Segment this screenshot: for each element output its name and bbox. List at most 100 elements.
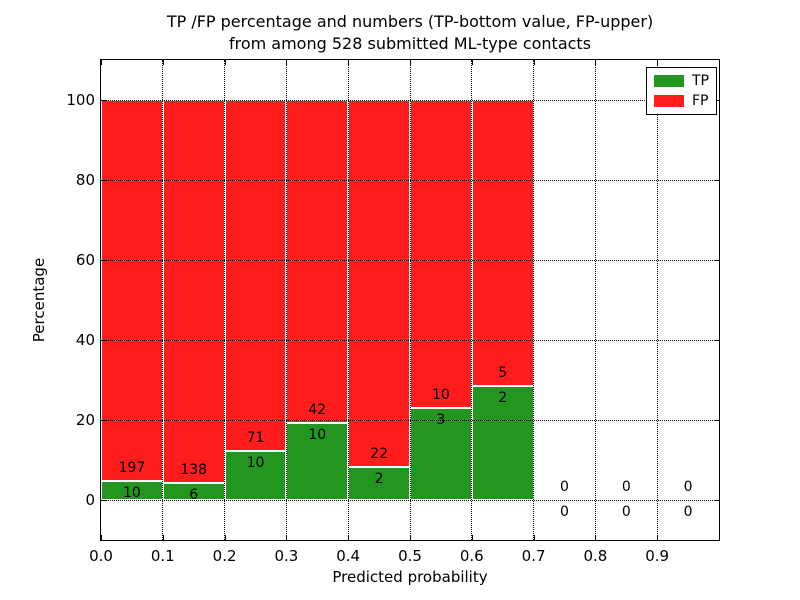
tp-count-label: 0 — [683, 504, 693, 520]
x-tick-mark — [162, 535, 164, 540]
x-tick-label: 0.7 — [521, 547, 546, 565]
tp-count-label: 0 — [560, 504, 569, 520]
fp-bar-segment — [286, 100, 348, 424]
x-tick-label: 0.2 — [212, 547, 237, 565]
tp-count-label: 3 — [436, 411, 446, 428]
vertical-gridline — [285, 60, 287, 540]
x-tick-mark-top — [657, 60, 659, 65]
y-tick-mark-right — [714, 500, 719, 501]
fp-count-label: 0 — [560, 479, 569, 495]
vertical-gridline — [471, 60, 473, 540]
vertical-gridline — [224, 60, 226, 540]
fp-count-label: 22 — [370, 445, 388, 462]
y-tick-label: 80 — [75, 171, 95, 189]
tp-count-label: 2 — [498, 389, 508, 406]
x-tick-label: 0.8 — [583, 547, 608, 565]
x-tick-mark — [410, 535, 411, 540]
x-tick-mark-top — [410, 60, 411, 65]
fp-bar-segment — [101, 100, 163, 481]
y-tick-mark — [101, 340, 106, 341]
horizontal-gridline — [101, 339, 719, 341]
tp-count-label: 2 — [374, 470, 384, 487]
chart-title-line2: from among 528 submitted ML-type contact… — [228, 34, 592, 53]
x-tick-mark-top — [595, 60, 597, 65]
horizontal-gridline — [101, 179, 719, 181]
y-tick-label: 60 — [75, 251, 95, 269]
fp-legend-swatch — [654, 95, 684, 107]
legend-entry-tp: TP — [654, 73, 709, 89]
horizontal-gridline — [101, 499, 719, 501]
y-tick-label: 0 — [85, 491, 95, 509]
vertical-gridline — [656, 60, 658, 540]
fp-bar-segment — [348, 100, 410, 467]
chart-title-line1: TP /FP percentage and numbers (TP-bottom… — [166, 12, 654, 31]
fp-bar-segment — [225, 100, 286, 451]
x-tick-mark — [286, 535, 288, 540]
y-tick-mark-right — [714, 260, 719, 261]
x-tick-mark — [533, 535, 535, 540]
tp-legend-label: TP — [692, 73, 709, 89]
tp-count-label: 0 — [621, 504, 631, 520]
x-tick-mark-top — [471, 60, 473, 65]
x-tick-mark-top — [286, 60, 288, 65]
y-tick-mark — [101, 420, 106, 421]
y-tick-mark — [101, 180, 106, 181]
horizontal-gridline — [101, 419, 719, 421]
x-tick-label: 0.5 — [398, 547, 422, 565]
fp-legend-label: FP — [692, 93, 709, 109]
fp-count-label: 0 — [683, 479, 693, 495]
tp-bar-segment — [472, 385, 534, 500]
y-tick-label: 100 — [66, 91, 95, 109]
y-tick-mark — [101, 500, 106, 501]
x-tick-mark-top — [101, 60, 102, 65]
x-tick-mark-top — [162, 60, 164, 65]
fp-count-label: 42 — [308, 402, 327, 419]
x-tick-label: 0.4 — [336, 547, 361, 565]
y-tick-label: 40 — [75, 331, 95, 349]
chart-title: TP /FP percentage and numbers (TP-bottom… — [101, 11, 719, 55]
x-tick-mark-top — [224, 60, 226, 65]
y-tick-mark — [101, 100, 106, 101]
x-tick-mark — [224, 535, 226, 540]
y-tick-label: 20 — [75, 411, 95, 429]
x-tick-mark-top — [533, 60, 535, 65]
x-tick-mark — [101, 535, 102, 540]
fp-count-label: 138 — [180, 462, 208, 479]
x-tick-mark — [348, 535, 350, 540]
tp-count-label: 10 — [246, 454, 265, 471]
fp-bar-segment — [472, 100, 534, 386]
vertical-gridline — [594, 60, 596, 540]
vertical-gridline — [347, 60, 349, 540]
horizontal-gridline — [101, 99, 719, 101]
x-axis-label: Predicted probability — [332, 568, 488, 586]
fp-count-label: 0 — [621, 479, 631, 495]
vertical-gridline — [162, 60, 164, 540]
tp-bar-segment — [225, 450, 286, 500]
y-tick-mark-right — [714, 420, 719, 421]
fp-bar-segment — [163, 100, 225, 484]
tp-count-label: 6 — [189, 487, 199, 504]
x-tick-label: 0.1 — [150, 547, 175, 565]
x-tick-label: 0.3 — [274, 547, 299, 565]
tp-bar-segment — [286, 423, 348, 500]
fp-count-label: 71 — [246, 429, 265, 446]
vertical-gridline — [533, 60, 535, 540]
y-axis-label: Percentage — [30, 257, 48, 343]
x-tick-label: 0.0 — [89, 547, 113, 565]
tp-count-label: 10 — [308, 427, 327, 444]
legend: TP FP — [646, 67, 717, 115]
fp-count-label: 197 — [118, 459, 146, 476]
tp-legend-swatch — [654, 75, 684, 87]
tp-bar-segment — [348, 466, 410, 500]
y-tick-mark-right — [714, 180, 719, 181]
fp-count-label: 10 — [431, 386, 450, 403]
plot-area: 197 10 138 6 71 10 42 10 22 2 10 3 5 2 0 0 0 0 0 0 — [100, 59, 720, 541]
y-tick-mark-right — [714, 340, 719, 341]
horizontal-gridline — [101, 259, 719, 261]
fp-bar-segment — [410, 100, 472, 408]
x-tick-mark — [657, 535, 659, 540]
fp-count-label: 5 — [498, 364, 508, 381]
vertical-gridline — [409, 60, 411, 540]
legend-entry-fp: FP — [654, 93, 709, 109]
